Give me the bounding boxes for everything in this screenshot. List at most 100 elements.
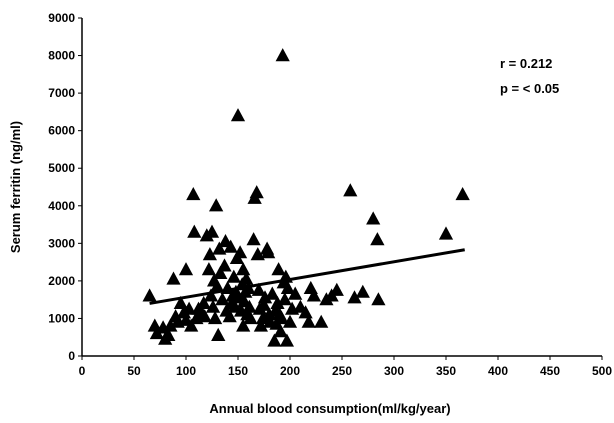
y-tick-label: 8000 bbox=[48, 49, 75, 63]
data-point bbox=[222, 309, 237, 323]
data-point bbox=[288, 286, 303, 300]
data-point bbox=[208, 310, 223, 325]
data-point bbox=[197, 309, 212, 323]
correlation-r-annotation: r = 0.212 bbox=[500, 56, 552, 71]
y-tick-label: 1000 bbox=[48, 311, 75, 325]
data-point bbox=[261, 245, 276, 259]
data-point bbox=[366, 211, 381, 225]
data-point bbox=[279, 333, 294, 347]
x-tick-label: 0 bbox=[79, 364, 86, 378]
data-point bbox=[236, 262, 251, 276]
data-point bbox=[211, 327, 226, 341]
data-point bbox=[142, 288, 157, 302]
data-point bbox=[250, 247, 265, 261]
data-point bbox=[239, 271, 254, 285]
y-tick-label: 6000 bbox=[48, 124, 75, 138]
trendline-layer bbox=[149, 248, 465, 305]
data-point bbox=[256, 297, 272, 311]
x-tick-label: 100 bbox=[176, 364, 196, 378]
data-point bbox=[210, 279, 225, 293]
data-point bbox=[274, 310, 289, 325]
data-point bbox=[161, 327, 176, 341]
x-tick-label: 200 bbox=[280, 364, 300, 378]
y-axis-ticks: 0 1000 2000 3000 4000 5000 6000 7000 8000 9000 bbox=[48, 11, 82, 363]
data-point bbox=[347, 290, 362, 304]
data-point bbox=[314, 314, 329, 328]
x-tick-label: 50 bbox=[127, 364, 141, 378]
data-point bbox=[270, 295, 285, 309]
x-axis-title: Annual blood consumption(ml/kg/year) bbox=[209, 401, 450, 416]
data-point bbox=[282, 314, 298, 328]
y-axis-title: Serum ferritin (ng/ml) bbox=[8, 121, 23, 253]
data-point bbox=[163, 318, 178, 332]
y-tick-label: 2000 bbox=[48, 274, 75, 288]
x-tick-label: 250 bbox=[332, 364, 352, 378]
data-point bbox=[246, 232, 261, 246]
data-point bbox=[275, 48, 290, 62]
y-tick-label: 9000 bbox=[48, 11, 75, 25]
data-point bbox=[243, 310, 258, 325]
data-point bbox=[209, 198, 224, 212]
y-tick-label: 5000 bbox=[48, 161, 75, 175]
data-point bbox=[236, 318, 251, 332]
data-point bbox=[343, 183, 358, 197]
data-point bbox=[184, 318, 199, 332]
data-point bbox=[213, 265, 228, 279]
data-point bbox=[196, 295, 211, 309]
x-tick-label: 450 bbox=[540, 364, 560, 378]
data-point bbox=[226, 269, 241, 283]
data-point bbox=[242, 299, 257, 313]
data-point bbox=[201, 262, 216, 276]
data-point bbox=[257, 290, 273, 304]
data-point bbox=[306, 288, 321, 302]
x-tick-label: 300 bbox=[384, 364, 404, 378]
data-point bbox=[212, 241, 227, 255]
x-tick-label: 150 bbox=[228, 364, 248, 378]
data-point bbox=[186, 187, 201, 201]
y-tick-label: 7000 bbox=[48, 86, 75, 100]
data-point bbox=[251, 282, 266, 296]
data-point bbox=[298, 305, 313, 319]
data-point bbox=[370, 232, 385, 246]
p-value-annotation: p = < 0.05 bbox=[500, 81, 559, 96]
data-point bbox=[265, 286, 280, 300]
data-point bbox=[355, 284, 370, 298]
x-tick-label: 500 bbox=[592, 364, 612, 378]
data-point bbox=[371, 292, 386, 306]
data-point bbox=[271, 262, 286, 276]
data-point bbox=[267, 333, 282, 347]
data-point bbox=[178, 262, 194, 276]
x-tick-label: 350 bbox=[436, 364, 456, 378]
data-point bbox=[182, 301, 197, 315]
data-point bbox=[215, 292, 230, 306]
data-point bbox=[204, 224, 220, 238]
data-point bbox=[249, 185, 264, 199]
data-points bbox=[142, 48, 470, 347]
trendline bbox=[149, 248, 465, 305]
data-point bbox=[166, 271, 181, 285]
data-point bbox=[203, 288, 219, 302]
data-point bbox=[173, 295, 188, 309]
y-tick-label: 4000 bbox=[48, 199, 75, 213]
data-point bbox=[262, 307, 277, 321]
data-point bbox=[277, 292, 292, 306]
data-point bbox=[230, 108, 246, 122]
data-point bbox=[205, 299, 221, 313]
data-point bbox=[253, 318, 268, 332]
data-point bbox=[187, 224, 202, 238]
data-point bbox=[255, 310, 271, 325]
data-point bbox=[217, 258, 232, 272]
data-point bbox=[301, 314, 316, 328]
y-tick-label: 0 bbox=[68, 349, 75, 363]
data-point bbox=[438, 226, 454, 240]
data-point bbox=[233, 245, 248, 259]
y-tick-label: 3000 bbox=[48, 236, 75, 250]
x-tick-label: 400 bbox=[488, 364, 508, 378]
data-point bbox=[455, 187, 470, 201]
data-point bbox=[273, 324, 288, 338]
data-point bbox=[147, 318, 162, 332]
data-point bbox=[223, 239, 238, 253]
data-point bbox=[329, 282, 344, 296]
